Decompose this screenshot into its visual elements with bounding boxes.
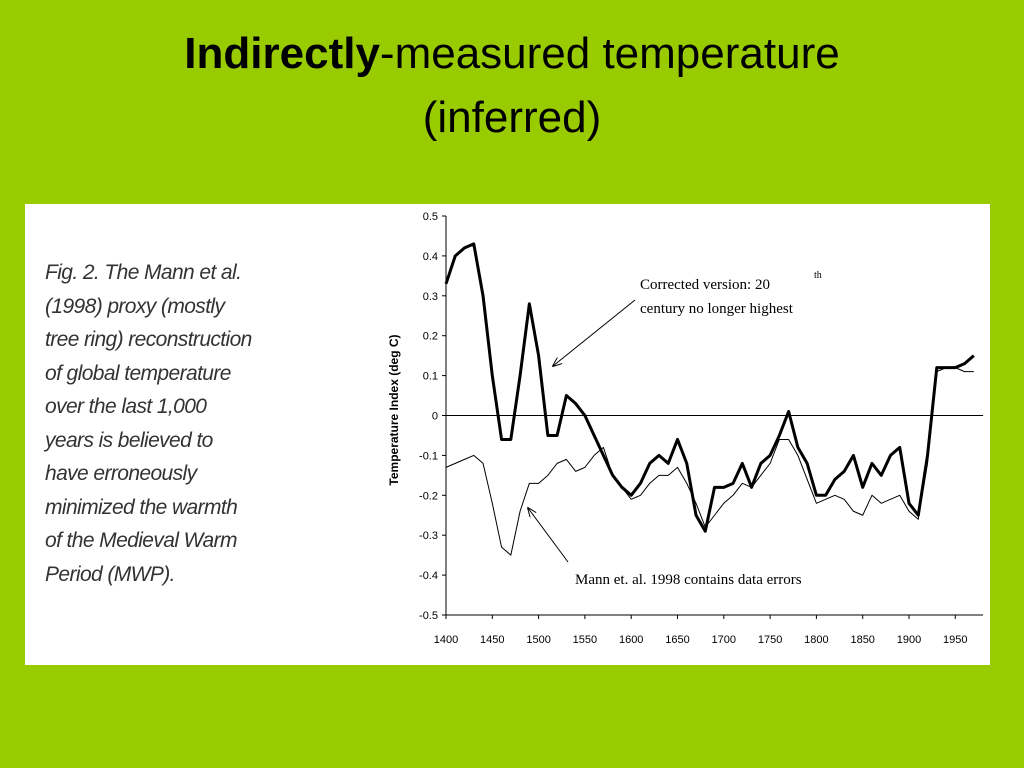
y-tick-label: -0.1 (419, 450, 438, 462)
caption-line: minimized the warmth (45, 495, 238, 519)
y-tick-label: 0.4 (423, 251, 438, 263)
y-tick-label: 0.5 (423, 211, 438, 223)
y-tick-label: 0 (432, 411, 438, 423)
x-tick-label: 1550 (573, 634, 597, 646)
caption-line: of the Medieval Warm (45, 529, 237, 552)
caption-line: tree ring) reconstruction (45, 328, 252, 351)
y-tick-label: -0.5 (419, 610, 438, 622)
annotation: Mann et. al. 1998 contains data errors (575, 572, 802, 588)
data-line (444, 242, 975, 533)
figure-panel: Fig. 2. The Mann et al. (1998) proxy (mos… (25, 204, 990, 665)
caption: Fig. 2. The Mann et al. (1998) proxy (mos… (45, 256, 252, 591)
annotation: century no longer highest (640, 301, 794, 317)
annotation-superscript: th (814, 270, 822, 281)
y-tick-label: -0.3 (419, 530, 438, 542)
x-tick-label: 1650 (665, 634, 689, 646)
x-tick-label: 1850 (850, 634, 874, 646)
caption-line: (1998) proxy (mostly (45, 294, 225, 318)
y-tick-label: -0.4 (419, 570, 438, 582)
arrow (528, 508, 569, 563)
title-bold: Indirectly (184, 29, 380, 78)
x-tick-label: 1700 (712, 634, 736, 646)
caption-line: Fig. 2. The Mann et al. (45, 261, 242, 284)
x-tick-label: 1600 (619, 634, 643, 646)
x-tick-label: 1750 (758, 634, 782, 646)
y-axis-label: Temperature Index (deg C) (387, 334, 401, 485)
x-tick-label: 1450 (480, 634, 504, 646)
caption-line: Period (MWP). (45, 562, 175, 586)
x-tick-label: 1950 (943, 634, 967, 646)
y-tick-label: 0.2 (423, 331, 438, 343)
y-tick-label: -0.2 (419, 490, 438, 502)
arrow (553, 299, 636, 366)
title-line2: (inferred) (422, 93, 602, 142)
caption-line: years is believed to (45, 428, 213, 452)
caption-line: over the last 1,000 (45, 395, 207, 418)
y-tick-label: 0.3 (423, 291, 438, 303)
x-tick-label: 1800 (804, 634, 828, 646)
data-line (445, 367, 974, 556)
x-tick-label: 1400 (434, 634, 458, 646)
caption-line: have erroneously (45, 462, 197, 485)
x-tick-label: 1500 (526, 634, 550, 646)
annotation: Corrected version: 20 (640, 277, 770, 293)
caption-line: of global temperature (45, 361, 231, 385)
slide-title: Indirectly-measured temperature (inferre… (0, 22, 1024, 150)
title-rest: -measured temperature (379, 29, 840, 78)
x-tick-label: 1900 (897, 634, 921, 646)
y-tick-label: 0.1 (423, 371, 438, 383)
